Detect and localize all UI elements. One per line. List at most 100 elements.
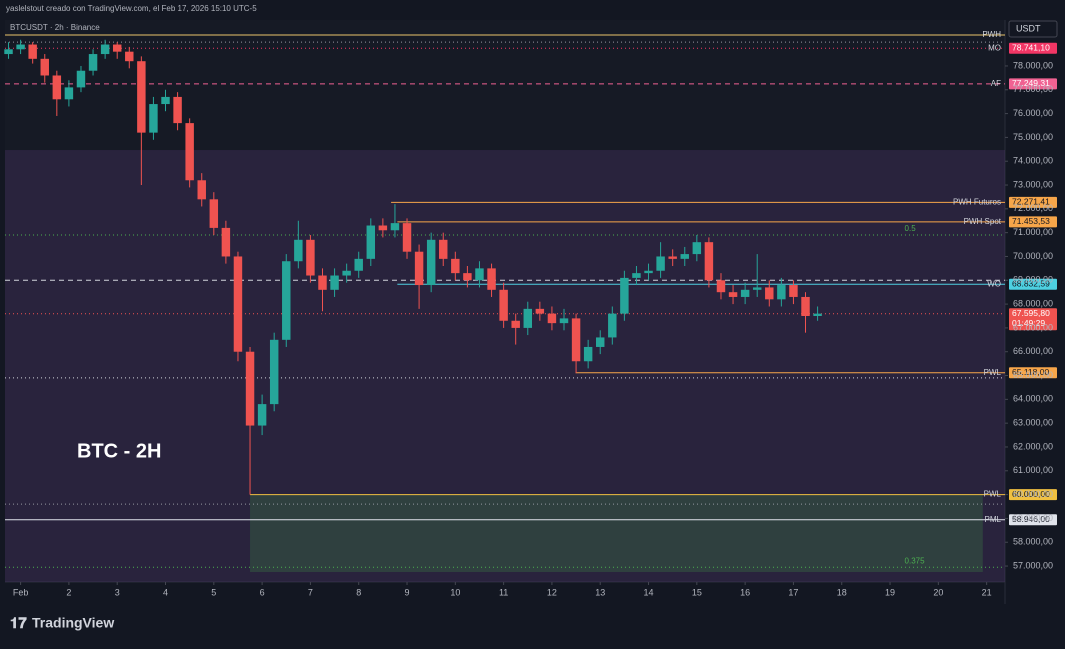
candle-body [402,223,412,252]
level-name: 0.5 [905,224,917,233]
candle-body [40,58,49,76]
y-tick-label: 76.000,00 [1013,108,1053,118]
x-tick-label: 4 [163,587,168,597]
candle-body [777,285,786,300]
candle-body [161,96,170,105]
price-label: 60.000,00 [1012,489,1050,499]
candle-body [16,44,25,50]
candle-body [173,96,182,124]
level-name: PWH Futuros [953,197,1001,206]
candle-body [257,404,267,426]
candle-body [426,239,436,286]
y-tick-label: 65.000,00 [1013,370,1053,380]
x-tick-label: Feb [13,587,29,597]
candle-body [4,49,13,55]
candle-body [475,268,484,281]
y-tick-label: 59.000,00 [1013,513,1053,523]
x-tick-label: 8 [356,587,361,597]
x-tick-label: 3 [115,587,120,597]
candle-body [125,51,134,62]
x-tick-label: 19 [885,587,895,597]
candle-body [596,337,605,347]
candle-body [366,225,376,259]
candle-body [583,346,593,362]
price-label: 58.946,00 [1012,514,1050,524]
x-tick-label: 17 [788,587,798,597]
x-tick-label: 5 [211,587,216,597]
price-label: 78.741,10 [1012,43,1050,53]
candle-body [704,242,714,281]
level-name: PWH Spot [964,217,1002,226]
candle-body [233,256,243,352]
candle-body [523,308,533,328]
level-name: WO [987,279,1001,288]
y-tick-label: 58.000,00 [1013,537,1053,547]
y-tick-label: 57.000,00 [1013,560,1053,570]
brand: TradingView [32,615,114,631]
y-tick-label: 64.000,00 [1013,394,1053,404]
level-name: MO [988,43,1001,52]
candle-body [294,239,303,262]
price-label-box [1009,308,1057,331]
candle-body [571,318,581,362]
y-tick-label: 61.000,00 [1013,465,1053,475]
y-tick-label: 67.000,00 [1013,322,1053,332]
price-label: 77.249,31 [1012,78,1050,88]
candle-body [559,318,569,324]
price-label-box [1009,42,1057,54]
candle-body [765,287,774,300]
candle-body [76,70,86,88]
candle-body [668,256,677,259]
level-name: PWL [984,490,1002,499]
y-tick-label: 78.000,00 [1013,60,1053,70]
x-tick-label: 11 [499,587,508,597]
price-label-box [1009,78,1057,90]
x-tick-label: 16 [740,587,750,597]
candle-body [716,280,726,293]
candle-body [499,289,508,321]
candle-body [620,277,629,314]
candle-body [269,339,279,405]
candle-body [535,308,545,314]
x-tick-label: 14 [644,587,654,597]
credit: yaslelstout creado con TradingView.com, … [6,4,257,13]
y-tick-label: 63.000,00 [1013,418,1053,428]
candle-body [656,256,665,271]
currency[interactable]: USDT [1016,23,1041,33]
zone [250,494,983,572]
price-label: 71.453,53 [1012,216,1050,226]
candle-body [52,75,62,100]
candle-body [88,54,98,71]
candle-body [354,258,363,271]
candle-body [752,287,762,290]
candle-body [330,275,339,290]
axes: 57.000,00 58.000,00 59.000,00 60.000,00 61.0… [13,60,1053,597]
price-label-box [1009,514,1057,526]
candle-body [137,61,146,133]
x-tick-label: 15 [692,587,702,597]
brand-icon: 𝟏𝟕 [10,615,27,632]
price-label: 65.118,00 [1012,367,1049,377]
y-tick-label: 66.000,00 [1013,346,1053,356]
y-tick-label: 75.000,00 [1013,132,1053,142]
currency-box[interactable] [1008,20,1058,38]
candle-body [378,225,388,231]
symbol: BTCUSDT · 2h · Binance [10,23,100,32]
y-tick-label: 71.000,00 [1013,227,1053,237]
price-label: 68.832,59 [1012,279,1050,289]
level-name: AF [991,79,1001,88]
candle-body [64,87,74,100]
y-tick-label: 69.000,00 [1013,275,1053,285]
y-tick-label: 72.000,00 [1013,203,1053,213]
price-label-box [1009,278,1057,290]
candle-body [390,223,400,231]
candle-body [282,261,291,340]
candle-body [414,251,424,286]
candle-body [644,270,653,274]
candle-body [608,313,617,338]
candle-body [221,227,231,257]
price-label: 72.271,41 [1012,197,1050,207]
x-tick-label: 9 [405,587,410,597]
